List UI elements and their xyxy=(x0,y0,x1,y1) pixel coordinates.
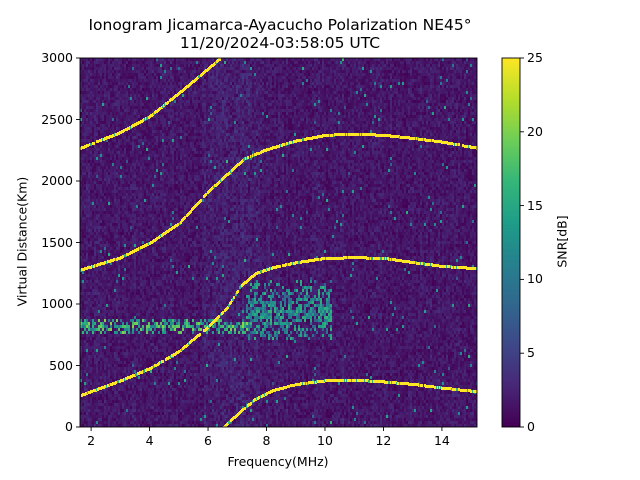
x-tick-label: 12 xyxy=(375,433,392,448)
colorbar-tick-label: 15 xyxy=(527,197,543,213)
y-tick-label: 3000 xyxy=(41,50,73,65)
chart-subtitle: 11/20/2024-03:58:05 UTC xyxy=(179,34,381,52)
y-tick-label: 0 xyxy=(65,419,73,434)
colorbar-tick-label: 5 xyxy=(527,345,535,361)
colorbar-tick-label: 25 xyxy=(527,50,543,65)
y-tick-label: 1000 xyxy=(41,296,73,311)
colorbar-tick-label: 10 xyxy=(527,271,543,287)
y-tick-label: 500 xyxy=(49,357,73,373)
y-tick-label: 2000 xyxy=(41,173,73,188)
y-axis-label: Virtual Distance(Km) xyxy=(14,176,30,307)
x-tick-label: 2 xyxy=(87,433,96,448)
colorbar-tick-label: 0 xyxy=(527,419,535,434)
colorbar-tick-label: 20 xyxy=(527,123,543,139)
x-tick-label: 10 xyxy=(317,433,333,448)
heatmap-image xyxy=(80,58,477,427)
y-tick-label: 1500 xyxy=(41,234,73,250)
x-tick-label: 4 xyxy=(145,433,154,448)
colorbar-frame xyxy=(501,57,521,428)
plot-frame xyxy=(79,57,478,428)
x-tick-label: 14 xyxy=(433,433,450,448)
x-tick-label: 8 xyxy=(262,433,271,448)
x-axis-label: Frequency(MHz) xyxy=(227,454,329,469)
x-tick-label: 6 xyxy=(204,433,212,448)
chart-title: Ionogram Jicamarca-Ayacucho Polarization… xyxy=(88,16,472,34)
y-tick-label: 2500 xyxy=(41,111,73,127)
colorbar-label: SNR[dB] xyxy=(554,215,570,268)
colorbar-gradient xyxy=(502,58,520,427)
